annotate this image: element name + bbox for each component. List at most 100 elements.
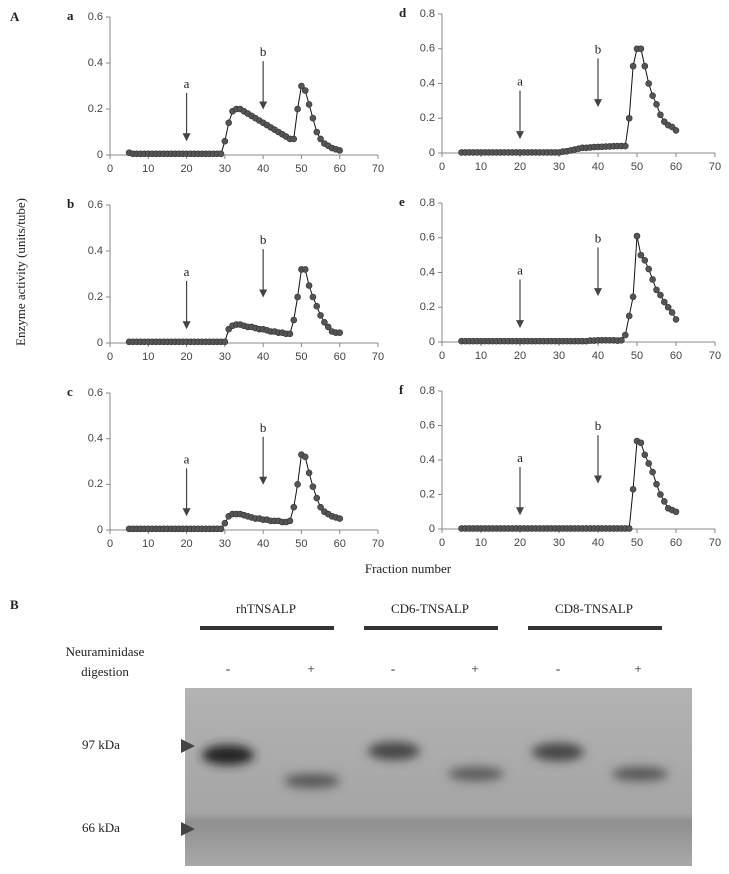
x-tick-label: 20 bbox=[180, 351, 192, 363]
annotation-arrowhead bbox=[594, 288, 602, 297]
annotation-label: b bbox=[260, 232, 267, 247]
data-point bbox=[301, 266, 309, 273]
sample-bar bbox=[364, 626, 498, 630]
x-tick-label: 10 bbox=[475, 537, 487, 549]
data-point bbox=[637, 251, 645, 259]
marker-arrow bbox=[181, 739, 195, 753]
annotation-arrowhead bbox=[259, 101, 268, 110]
data-point bbox=[309, 293, 317, 301]
marker-label: 66 kDa bbox=[82, 820, 120, 835]
y-tick-label: 0.6 bbox=[420, 419, 435, 431]
x-tick-label: 70 bbox=[709, 350, 721, 362]
data-point bbox=[629, 486, 637, 493]
x-tick-label: 50 bbox=[295, 163, 307, 175]
x-tick-label: 30 bbox=[219, 538, 231, 550]
data-point bbox=[649, 468, 656, 476]
x-tick-label: 30 bbox=[219, 163, 231, 175]
panel-label: A bbox=[10, 9, 20, 24]
lane-label: + bbox=[634, 661, 641, 676]
data-point bbox=[649, 276, 656, 283]
data-point bbox=[290, 316, 298, 324]
data-point bbox=[672, 508, 680, 516]
x-tick-label: 10 bbox=[142, 351, 154, 363]
data-point bbox=[221, 137, 229, 145]
annotation-label: a bbox=[517, 262, 523, 277]
lane-label: - bbox=[556, 661, 560, 676]
data-point bbox=[225, 119, 232, 127]
data-point bbox=[618, 336, 625, 344]
data-point bbox=[653, 101, 660, 108]
y-tick-label: 0.2 bbox=[420, 488, 435, 500]
y-tick-label: 0 bbox=[429, 523, 435, 535]
annotation-label: b bbox=[260, 44, 267, 59]
annotation-label: b bbox=[595, 418, 602, 433]
data-point bbox=[313, 494, 321, 502]
panel-label: c bbox=[67, 384, 73, 399]
x-tick-label: 60 bbox=[670, 350, 682, 362]
data-point bbox=[621, 331, 629, 339]
y-tick-label: 0.4 bbox=[420, 266, 435, 278]
x-tick-label: 10 bbox=[475, 161, 487, 173]
annotation-arrowhead bbox=[259, 476, 268, 485]
lane-label: - bbox=[391, 661, 395, 676]
y-tick-label: 0 bbox=[97, 524, 103, 536]
annotation-label: b bbox=[260, 420, 267, 435]
data-point bbox=[336, 329, 344, 336]
data-point bbox=[657, 491, 664, 498]
annotation-arrowhead bbox=[182, 321, 191, 330]
data-point bbox=[653, 286, 660, 294]
x-tick-label: 10 bbox=[142, 538, 154, 550]
data-point bbox=[305, 101, 313, 108]
data-point bbox=[645, 265, 653, 273]
data-point bbox=[321, 318, 328, 326]
panel-label: e bbox=[399, 194, 405, 209]
x-tick-label: 70 bbox=[372, 351, 384, 363]
y-tick-label: 0.2 bbox=[88, 291, 103, 303]
data-point bbox=[641, 257, 649, 264]
x-tick-label: 40 bbox=[257, 538, 269, 550]
data-point bbox=[294, 105, 301, 113]
x-tick-label: 70 bbox=[709, 161, 721, 173]
y-tick-label: 0 bbox=[97, 337, 103, 349]
x-tick-label: 50 bbox=[295, 351, 307, 363]
series-line bbox=[129, 453, 340, 530]
data-point bbox=[294, 481, 301, 488]
x-tick-label: 0 bbox=[107, 351, 113, 363]
data-point bbox=[317, 312, 324, 319]
x-tick-label: 60 bbox=[334, 163, 346, 175]
data-point bbox=[625, 525, 633, 532]
data-point bbox=[625, 114, 633, 122]
data-point bbox=[294, 293, 301, 301]
x-tick-label: 60 bbox=[334, 351, 346, 363]
x-tick-label: 30 bbox=[553, 161, 565, 173]
gel-image bbox=[185, 688, 692, 866]
y-tick-label: 0.2 bbox=[420, 112, 435, 124]
y-tick-label: 0.6 bbox=[88, 199, 103, 211]
treatment-label: digestion bbox=[81, 664, 129, 679]
x-tick-label: 0 bbox=[107, 538, 113, 550]
x-tick-label: 70 bbox=[372, 538, 384, 550]
annotation-arrowhead bbox=[516, 131, 524, 140]
x-tick-label: 70 bbox=[709, 537, 721, 549]
marker-arrow bbox=[181, 822, 195, 836]
data-point bbox=[309, 483, 317, 490]
sample-label: rhTNSALP bbox=[236, 601, 296, 616]
data-point bbox=[660, 498, 668, 505]
annotation-arrowhead bbox=[516, 320, 524, 329]
annotation-label: a bbox=[184, 76, 190, 91]
y-tick-label: 0 bbox=[429, 336, 435, 348]
data-point bbox=[645, 80, 653, 87]
data-point bbox=[672, 316, 680, 323]
series-line bbox=[461, 235, 677, 342]
x-tick-label: 60 bbox=[670, 161, 682, 173]
y-tick-label: 0.8 bbox=[420, 197, 435, 209]
x-tick-label: 60 bbox=[670, 537, 682, 549]
sample-bar bbox=[200, 626, 334, 630]
x-tick-label: 40 bbox=[257, 351, 269, 363]
y-tick-label: 0.4 bbox=[420, 454, 435, 466]
y-tick-label: 0.8 bbox=[420, 385, 435, 397]
annotation-arrowhead bbox=[516, 507, 524, 516]
annotation-label: b bbox=[595, 41, 602, 56]
y-tick-label: 0.4 bbox=[420, 77, 435, 89]
x-tick-label: 50 bbox=[631, 161, 643, 173]
